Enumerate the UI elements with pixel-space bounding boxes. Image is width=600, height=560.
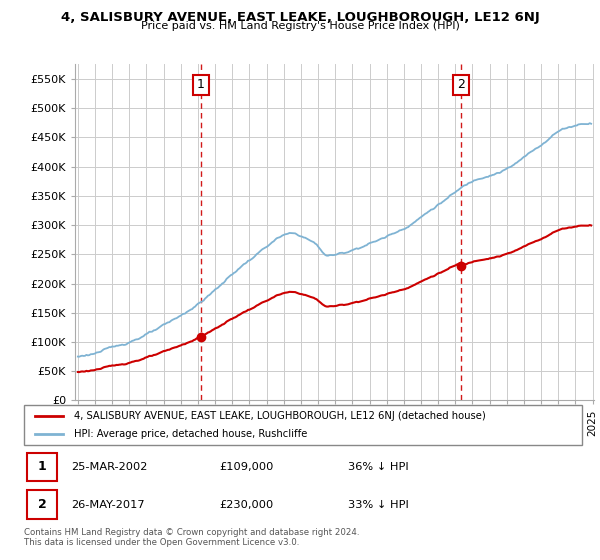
Text: Contains HM Land Registry data © Crown copyright and database right 2024.
This d: Contains HM Land Registry data © Crown c… <box>24 528 359 547</box>
Bar <box>27 452 58 481</box>
Text: Price paid vs. HM Land Registry's House Price Index (HPI): Price paid vs. HM Land Registry's House … <box>140 21 460 31</box>
Text: 4, SALISBURY AVENUE, EAST LEAKE, LOUGHBOROUGH, LE12 6NJ (detached house): 4, SALISBURY AVENUE, EAST LEAKE, LOUGHBO… <box>74 411 486 421</box>
Text: £230,000: £230,000 <box>220 500 274 510</box>
Bar <box>27 491 58 519</box>
Text: 2: 2 <box>457 78 465 91</box>
Text: HPI: Average price, detached house, Rushcliffe: HPI: Average price, detached house, Rush… <box>74 429 308 439</box>
Text: 33% ↓ HPI: 33% ↓ HPI <box>347 500 409 510</box>
Text: 1: 1 <box>38 460 47 473</box>
Text: 2: 2 <box>38 498 47 511</box>
Text: 25-MAR-2002: 25-MAR-2002 <box>71 462 148 472</box>
Text: 4, SALISBURY AVENUE, EAST LEAKE, LOUGHBOROUGH, LE12 6NJ: 4, SALISBURY AVENUE, EAST LEAKE, LOUGHBO… <box>61 11 539 24</box>
Text: £109,000: £109,000 <box>220 462 274 472</box>
Text: 1: 1 <box>197 78 205 91</box>
Text: 26-MAY-2017: 26-MAY-2017 <box>71 500 145 510</box>
Text: 36% ↓ HPI: 36% ↓ HPI <box>347 462 409 472</box>
